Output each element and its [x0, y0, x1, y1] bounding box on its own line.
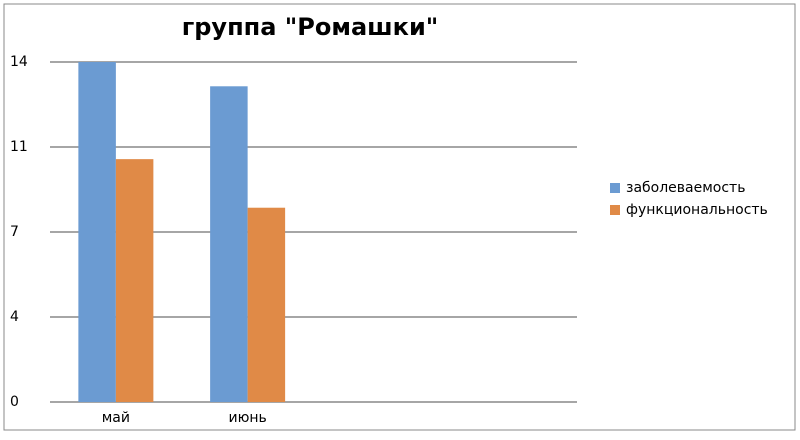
y-tick-label: 4 [10, 309, 19, 325]
y-tick-label: 7 [10, 224, 19, 240]
y-tick-label: 14 [10, 54, 28, 70]
chart-title: группа "Ромашки" [182, 13, 439, 41]
legend-label: заболеваемость [626, 180, 745, 196]
bar [210, 86, 248, 403]
legend-swatch [610, 183, 620, 193]
x-tick-label: июнь [228, 410, 266, 426]
y-tick-label: 0 [10, 394, 19, 410]
legend-swatch [610, 205, 620, 215]
x-tick-label: май [102, 410, 130, 426]
bar [247, 207, 286, 402]
bar [78, 62, 116, 402]
bar [115, 159, 154, 402]
legend-label: функциональность [626, 202, 768, 218]
y-tick-label: 11 [10, 139, 28, 155]
